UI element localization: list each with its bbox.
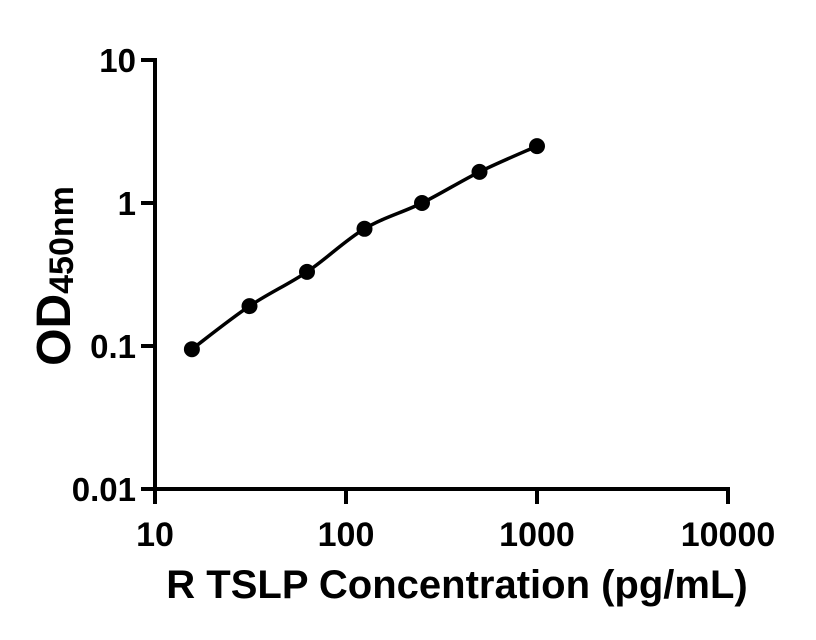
y-axis-title-subscript: 450nm xyxy=(43,186,81,294)
y-tick-label: 0.01 xyxy=(72,471,136,508)
x-tick-label: 100 xyxy=(318,516,375,554)
data-point-marker xyxy=(299,263,315,280)
data-point-marker xyxy=(356,220,373,237)
y-axis-title: OD450nm xyxy=(28,186,81,366)
data-point-marker xyxy=(414,195,430,211)
data-point-marker xyxy=(471,163,488,180)
y-tick-label: 10 xyxy=(99,42,136,79)
data-point-marker xyxy=(529,138,545,155)
y-tick-label: 1 xyxy=(118,185,136,222)
data-point-marker xyxy=(183,341,200,358)
x-axis-title: R TSLP Concentration (pg/mL) xyxy=(166,563,747,607)
data-point-marker xyxy=(241,298,258,315)
y-tick-label: 0.1 xyxy=(90,328,136,365)
x-tick-label: 10 xyxy=(136,516,174,554)
series-layer xyxy=(183,138,545,358)
y-axis-title-main: OD xyxy=(28,294,81,366)
x-tick-label: 10000 xyxy=(681,516,776,554)
x-tick-label: 1000 xyxy=(499,516,575,554)
